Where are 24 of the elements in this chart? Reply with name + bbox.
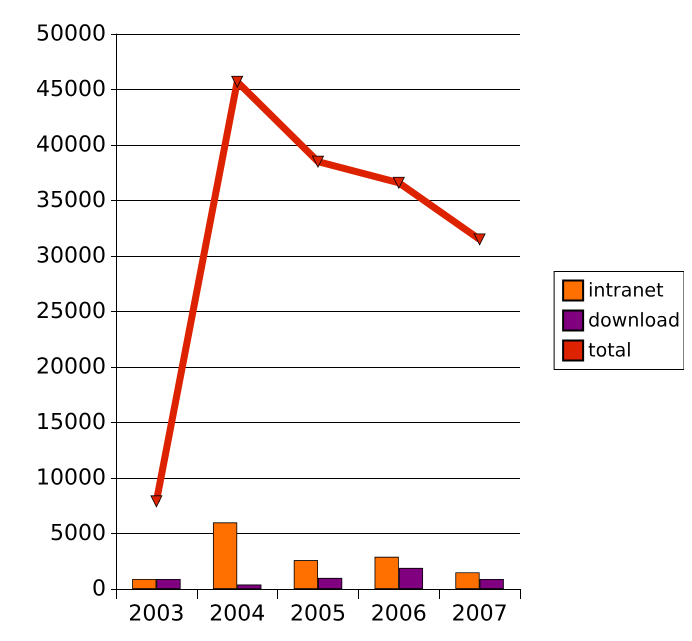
y-tick-label: 25000 [36, 299, 106, 324]
point [231, 76, 244, 88]
x-tick-label: 2003 [128, 602, 184, 626]
y-tick-label: 15000 [36, 410, 106, 435]
legend-label: download [588, 310, 680, 332]
x-tick-label: 2006 [370, 602, 427, 626]
point [312, 156, 324, 168]
y-tick-label: 40000 [36, 132, 106, 158]
point [392, 176, 405, 189]
y-tick-label: 30000 [36, 244, 106, 268]
y-tick-label: 10000 [36, 466, 106, 490]
legend-label: total [588, 340, 632, 362]
y-tick-label: 35000 [36, 188, 106, 213]
point [474, 233, 486, 246]
x-tick-label: 2007 [452, 602, 508, 626]
y-tick-label: 0 [92, 576, 106, 602]
point [150, 495, 162, 508]
y-tick-label: 45000 [36, 77, 106, 102]
y-tick-label: 5000 [50, 521, 106, 546]
y-tick-label: 20000 [36, 354, 106, 380]
legend-label: intranet [588, 280, 664, 302]
x-tick-label: 2005 [290, 602, 346, 626]
y-tick-label: 50000 [36, 22, 106, 46]
x-tick-label: 2004 [209, 602, 266, 626]
